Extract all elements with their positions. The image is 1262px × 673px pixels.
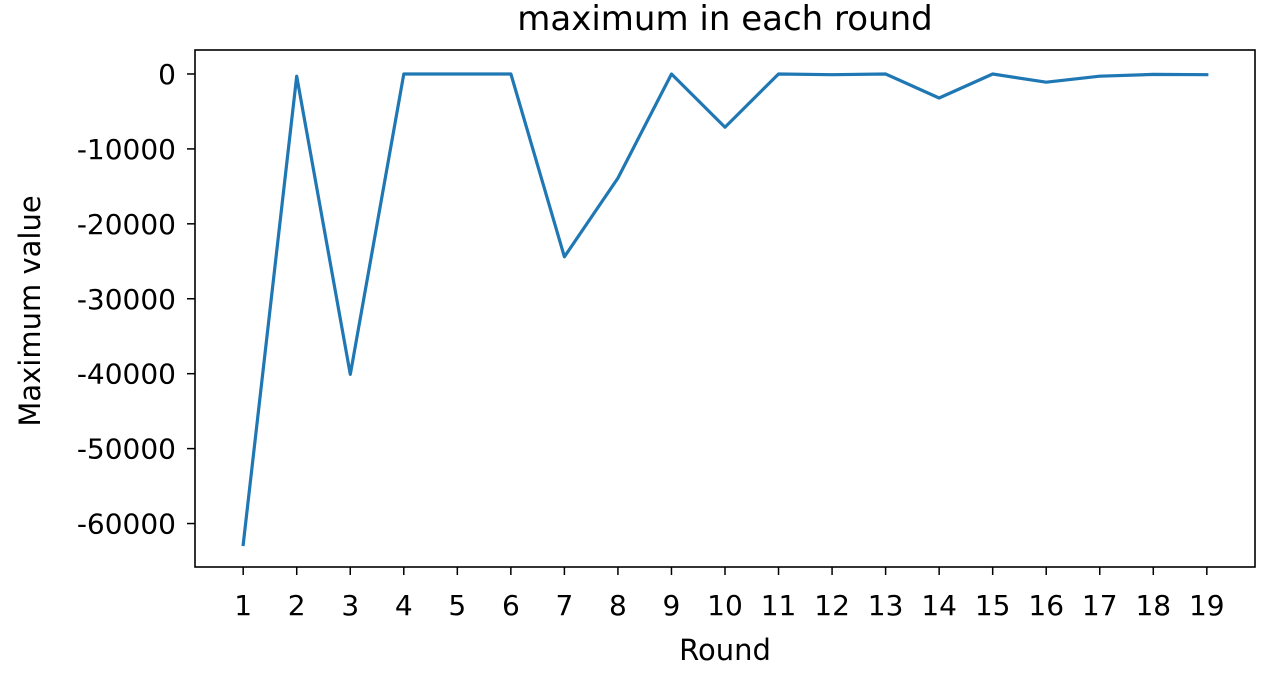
- x-tick-label: 17: [1082, 589, 1118, 622]
- x-tick-label: 7: [555, 589, 573, 622]
- x-tick-label: 15: [975, 589, 1011, 622]
- x-tick-label: 19: [1189, 589, 1225, 622]
- x-tick-label: 14: [921, 589, 957, 622]
- y-tick-label: -60000: [77, 508, 176, 541]
- chart-title: maximum in each round: [517, 0, 932, 39]
- x-tick-label: 8: [609, 589, 627, 622]
- x-tick-label: 11: [761, 589, 797, 622]
- y-tick-label: -10000: [77, 133, 176, 166]
- x-tick-label: 2: [288, 589, 306, 622]
- x-tick-label: 18: [1135, 589, 1171, 622]
- x-tick-label: 9: [663, 589, 681, 622]
- y-tick-label: -40000: [77, 358, 176, 391]
- x-axis-label: Round: [679, 633, 771, 667]
- y-axis-label: Maximum value: [13, 195, 47, 426]
- x-tick-label: 4: [395, 589, 413, 622]
- x-tick-label: 10: [707, 589, 743, 622]
- plot-area: 1 2 3 4 5 6 7 8 9 10 11 12 13 14 15 16 17 18 190-10000-200…: [77, 49, 1256, 622]
- x-tick-label: 3: [341, 589, 359, 622]
- y-tick-label: -30000: [77, 283, 176, 316]
- x-tick-label: 5: [448, 589, 466, 622]
- series-line: [241, 72, 1209, 547]
- x-tick-label: 12: [814, 589, 850, 622]
- x-tick-label: 16: [1028, 589, 1064, 622]
- x-tick-label: 1: [234, 589, 252, 622]
- y-tick-label: 0: [158, 58, 176, 91]
- x-tick-label: 13: [868, 589, 904, 622]
- x-tick-label: 6: [502, 589, 520, 622]
- y-tick-label: -50000: [77, 433, 176, 466]
- y-tick-label: -20000: [77, 208, 176, 241]
